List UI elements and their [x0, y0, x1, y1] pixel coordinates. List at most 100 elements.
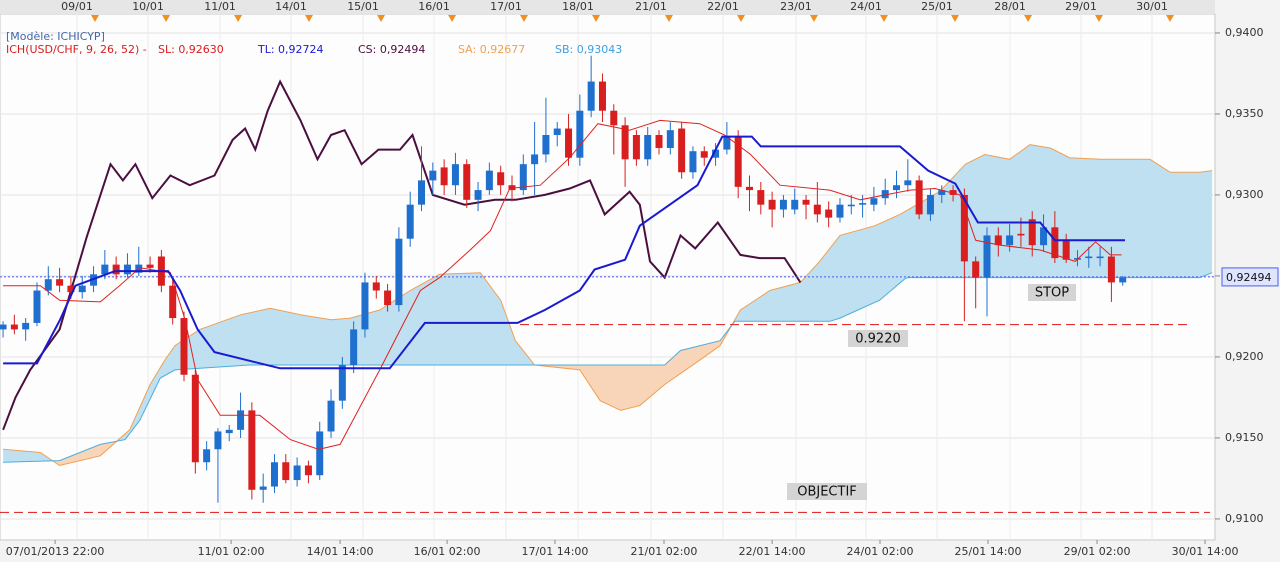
date-strip: [0, 0, 1215, 14]
indicator-line: [3, 272, 1213, 463]
date-marker: [234, 15, 243, 22]
candle-body: [384, 290, 392, 306]
mid-layer: [0, 55, 1215, 514]
date-marker: [1094, 15, 1103, 22]
candle-body: [644, 135, 652, 160]
last-price-label: 0,92494: [1226, 271, 1272, 284]
candle-body: [0, 324, 7, 330]
objectif-label-box: [787, 483, 867, 500]
candle-body: [610, 110, 618, 126]
legend-readout: SB: 0,93043: [555, 43, 622, 56]
date-marker: [377, 15, 386, 22]
candle-body: [304, 465, 312, 476]
candle-body: [531, 154, 539, 165]
candle-body: [123, 264, 131, 275]
candle-body: [972, 261, 980, 278]
candle-body: [938, 190, 946, 195]
indicator-line: [3, 144, 1213, 467]
candle-body: [1085, 256, 1093, 259]
candle-body: [847, 204, 855, 207]
candle-body: [621, 125, 629, 160]
candle-body: [293, 465, 301, 481]
candle-body: [259, 486, 267, 490]
x2-tick-label: 28/01: [994, 0, 1026, 13]
candle-body: [440, 167, 448, 186]
date-marker: [879, 15, 888, 22]
y-tick-label: 0,9350: [1225, 107, 1264, 120]
candle-body: [565, 128, 573, 158]
candle-body: [576, 110, 584, 158]
y-tick-label: 0,9100: [1225, 512, 1264, 525]
x-tick-label: 25/01 14:00: [955, 545, 1022, 558]
y-tick-label: 0,9300: [1225, 188, 1264, 201]
candle-body: [1107, 256, 1115, 283]
x2-tick-label: 18/01: [562, 0, 594, 13]
candle-body: [745, 186, 753, 191]
x2-tick-label: 30/01: [1136, 0, 1168, 13]
candle-body: [56, 279, 64, 286]
candle-body: [451, 164, 459, 186]
date-marker: [809, 15, 818, 22]
candle-body: [768, 199, 776, 210]
candle-body: [915, 180, 923, 215]
candle-body: [893, 185, 901, 191]
candle-body: [519, 164, 527, 191]
candle-body: [1119, 277, 1127, 283]
x2-tick-label: 16/01: [418, 0, 450, 13]
date-marker: [951, 15, 960, 22]
candle-body: [180, 318, 188, 375]
candle-body: [361, 282, 369, 330]
candle-body: [632, 135, 640, 160]
candle-body: [33, 290, 41, 323]
candle-body: [485, 170, 493, 191]
candle-body: [112, 264, 120, 275]
y-tick-label: 0,9150: [1225, 431, 1264, 444]
x2-tick-label: 15/01: [347, 0, 379, 13]
x2-tick-label: 25/01: [921, 0, 953, 13]
x-tick-label: 17/01 14:00: [522, 545, 589, 558]
x-tick-label: 30/01 14:00: [1172, 545, 1239, 558]
candle-body: [22, 322, 30, 330]
x2-tick-label: 22/01: [707, 0, 739, 13]
candle-body: [10, 324, 18, 330]
last-price-box: [1221, 267, 1279, 287]
candle-body: [203, 449, 211, 463]
candle-body: [225, 429, 233, 434]
candle-body: [214, 431, 222, 450]
date-marker: [592, 15, 601, 22]
indicator-line: [2, 79, 802, 431]
x2-tick-label: 14/01: [275, 0, 307, 13]
x-tick-label: 29/01 02:00: [1064, 545, 1131, 558]
stop-label-box: [1028, 284, 1076, 301]
candle-body: [994, 235, 1002, 246]
front-layer: STOP 0.9220 OBJECTIF: [3, 119, 1125, 500]
candle-body: [870, 198, 878, 205]
x-tick-label: 21/01 02:00: [631, 545, 698, 558]
date-marker: [162, 15, 171, 22]
x2-tick-label: 17/01: [490, 0, 522, 13]
candle-body: [395, 238, 403, 306]
candle-body: [859, 203, 867, 205]
candle-body: [146, 264, 154, 268]
candle-body: [497, 172, 505, 186]
candle-body: [406, 204, 414, 239]
indicator-line: [3, 135, 1125, 370]
candle-body: [598, 81, 606, 111]
candle-body: [282, 462, 290, 481]
date-marker: [91, 15, 100, 22]
date-marker: [664, 15, 673, 22]
x2-tick-label: 11/01: [204, 0, 236, 13]
candle-body: [1028, 219, 1036, 246]
date-marker: [1024, 15, 1033, 22]
candle-body: [78, 285, 86, 293]
candle-body: [237, 410, 245, 430]
candle-body: [508, 185, 516, 191]
indicator-line: [3, 119, 1122, 450]
candle-body: [712, 149, 720, 158]
stop-label: STOP: [1035, 286, 1069, 301]
candle-body: [802, 199, 810, 205]
level-label: 0.9220: [855, 332, 901, 347]
x-tick-label: 14/01 14:00: [307, 545, 374, 558]
candle-body: [734, 136, 742, 187]
